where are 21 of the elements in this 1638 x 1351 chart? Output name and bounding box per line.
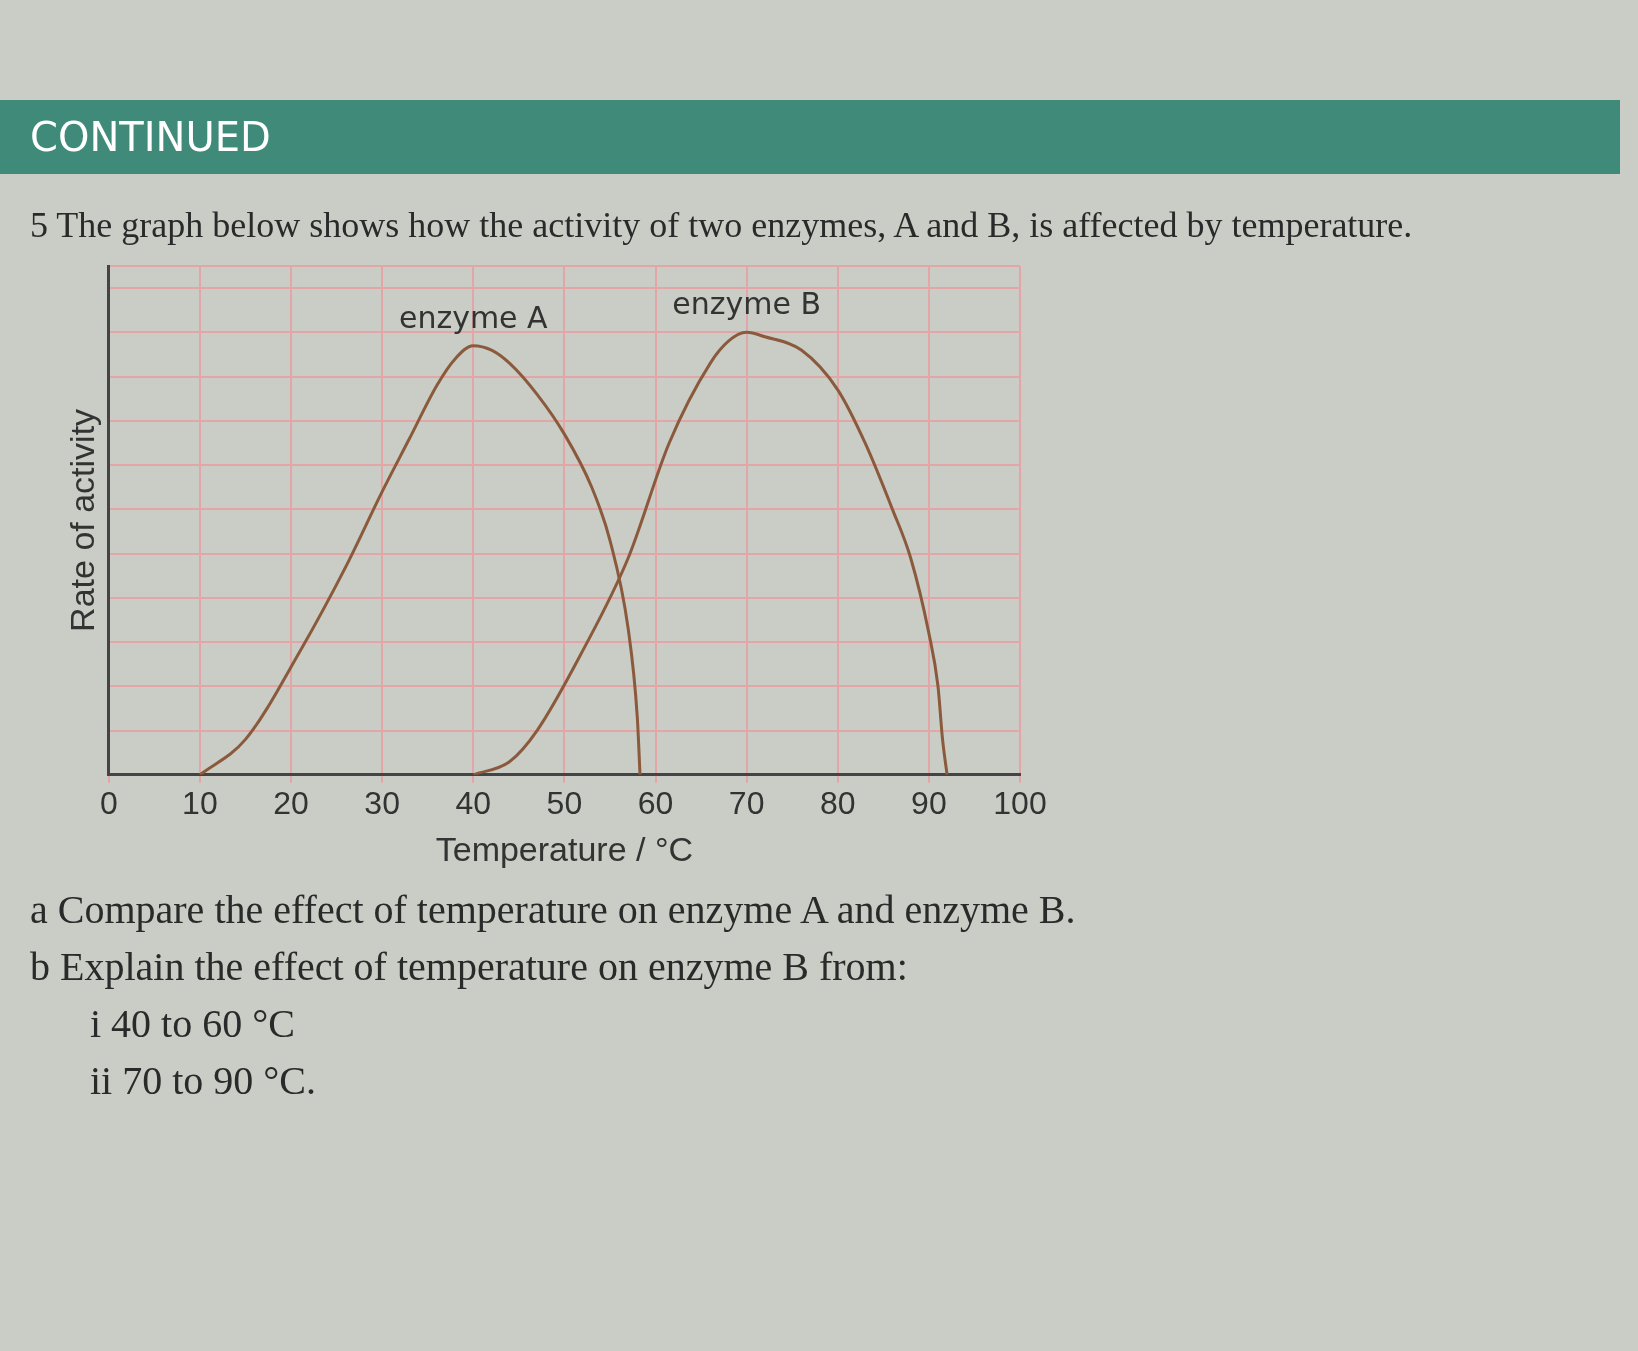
x-tick-label: 40	[455, 784, 492, 821]
x-tick-label: 90	[911, 784, 947, 821]
text: CONTINUED	[0, 100, 1620, 174]
text: a Compare the effect of temperature on enzyme A and enzyme B.	[30, 886, 1077, 933]
text: i 40 to 60 °C	[90, 1000, 296, 1047]
x-axis-title: Temperature / °C	[435, 829, 694, 868]
x-tick-label: 0	[99, 784, 118, 821]
text: b Explain the effect of temperature on enzyme B from:	[30, 943, 909, 990]
x-tick-label: 60	[637, 784, 674, 821]
x-tick-label: 50	[546, 784, 583, 821]
series-label: enzyme A	[398, 299, 549, 335]
x-tick-label: 80	[819, 784, 856, 821]
chart-title: 5 The graph below shows how the activity of two enzymes, A and B, is affected by temperature.	[30, 204, 1414, 246]
series-label: enzyme B	[672, 286, 822, 322]
text: ii 70 to 90 °C.	[90, 1057, 317, 1104]
x-tick-label: 100	[993, 784, 1047, 821]
x-tick-label: 20	[273, 784, 309, 821]
y-axis-title: Rate of activity	[62, 408, 101, 632]
x-tick-label: 10	[182, 784, 218, 821]
x-tick-label: 30	[364, 784, 400, 821]
x-tick-label: 70	[728, 784, 765, 821]
